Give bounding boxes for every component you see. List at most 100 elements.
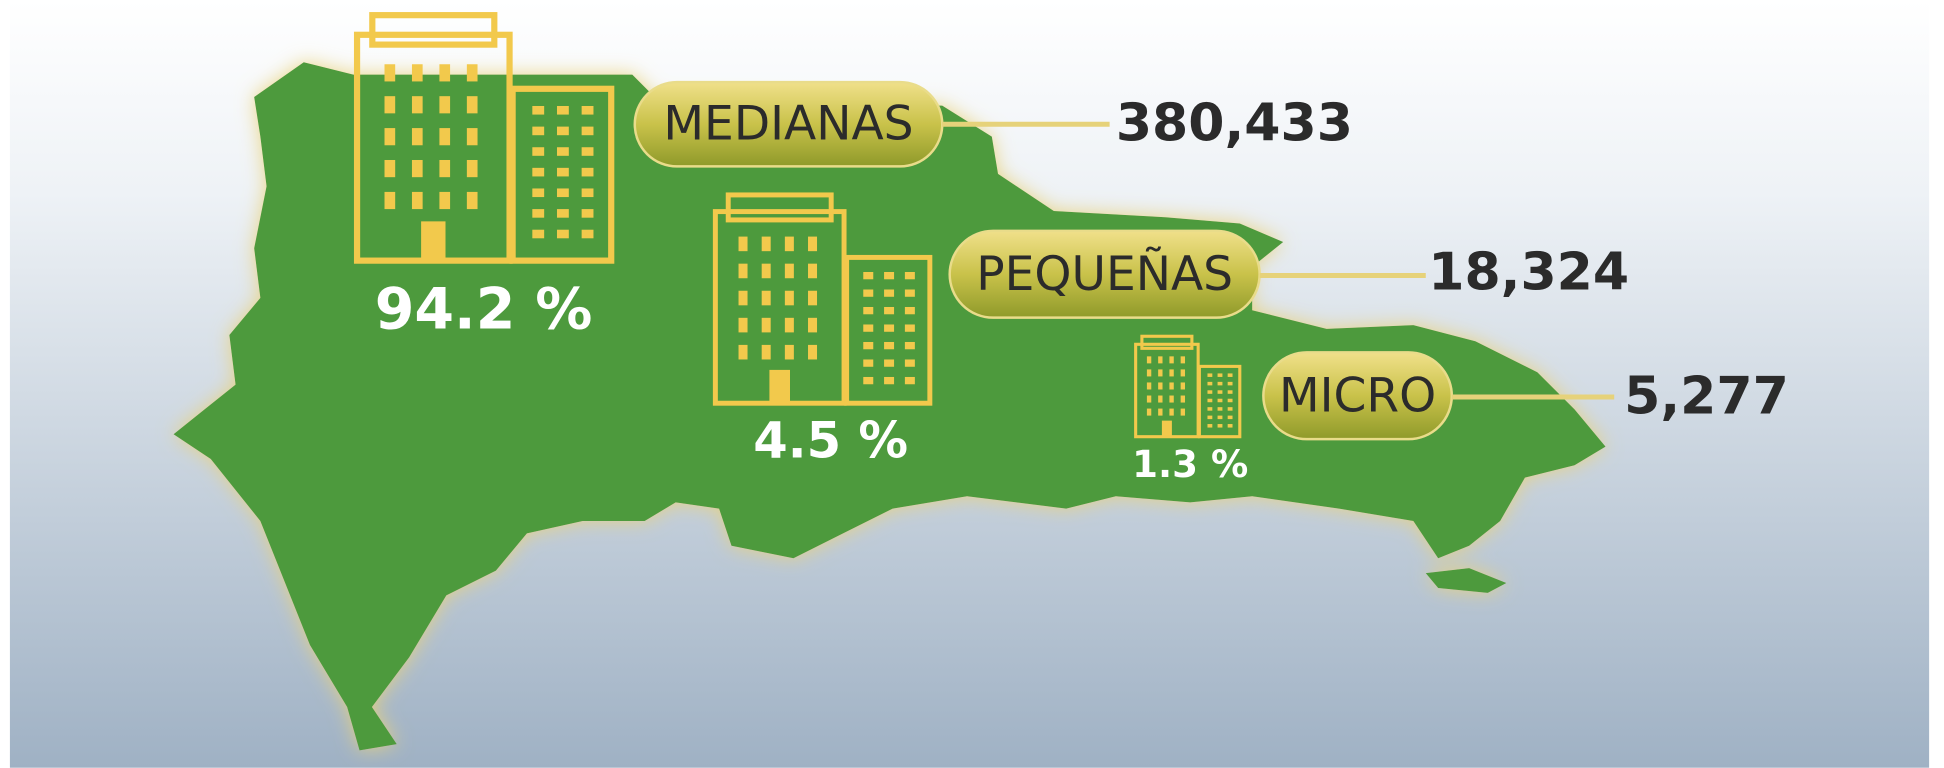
- window: [761, 236, 771, 252]
- window: [1207, 415, 1213, 420]
- window: [738, 263, 748, 279]
- window: [1227, 390, 1233, 394]
- window: [556, 126, 569, 136]
- window: [411, 191, 423, 210]
- window: [808, 236, 818, 252]
- window: [884, 341, 895, 350]
- window: [1180, 356, 1186, 364]
- window: [738, 344, 748, 360]
- window: [532, 147, 545, 156]
- window: [466, 191, 478, 210]
- map: [173, 62, 1606, 751]
- window: [1169, 395, 1174, 403]
- map-island: [1425, 568, 1507, 593]
- window: [466, 96, 478, 114]
- window: [1158, 369, 1163, 377]
- window: [884, 289, 895, 297]
- window: [761, 317, 771, 333]
- map-shape: [173, 62, 1606, 751]
- window: [738, 317, 748, 333]
- tower-top: [725, 192, 834, 223]
- window: [581, 188, 594, 198]
- tower-top: [369, 12, 498, 48]
- window: [581, 167, 594, 177]
- tower-top: [1140, 334, 1194, 350]
- value: 18,324: [1428, 243, 1629, 303]
- window: [884, 376, 895, 385]
- label: MEDIANAS: [663, 97, 913, 152]
- label: MICRO: [1279, 368, 1436, 423]
- window: [863, 306, 874, 315]
- window: [808, 317, 818, 333]
- window: [1207, 373, 1213, 377]
- window: [808, 263, 818, 279]
- window: [1146, 356, 1152, 364]
- window: [1217, 390, 1223, 394]
- window: [884, 306, 895, 315]
- window: [411, 64, 423, 82]
- window: [1217, 381, 1223, 386]
- building-icon: [1134, 334, 1242, 439]
- annex: [844, 254, 933, 406]
- window: [581, 209, 594, 218]
- window: [1146, 382, 1152, 390]
- window: [863, 289, 874, 297]
- window: [1227, 415, 1233, 420]
- window: [884, 271, 895, 280]
- window: [863, 324, 874, 332]
- window: [411, 159, 423, 178]
- window: [761, 290, 771, 306]
- window: [1180, 382, 1186, 390]
- window: [863, 359, 874, 367]
- door: [1161, 420, 1172, 437]
- window: [439, 191, 451, 210]
- window: [784, 236, 794, 252]
- window: [1158, 395, 1163, 403]
- content: MEDIANAS 380,433 94.2 % PEQUEÑAS 18,324 4.5 %…: [353, 12, 1789, 486]
- window: [1146, 408, 1152, 416]
- window: [1227, 381, 1233, 386]
- window: [581, 147, 594, 156]
- window: [1169, 356, 1174, 364]
- window: [532, 209, 545, 218]
- window: [884, 324, 895, 332]
- annex: [509, 85, 615, 264]
- door: [421, 221, 446, 261]
- window: [532, 105, 545, 115]
- building-icon: [353, 12, 615, 264]
- window: [808, 290, 818, 306]
- window: [1180, 408, 1186, 416]
- label: PEQUEÑAS: [976, 246, 1233, 302]
- window: [808, 344, 818, 360]
- window: [904, 324, 915, 332]
- window: [384, 96, 396, 114]
- window: [904, 306, 915, 315]
- window: [1227, 373, 1233, 377]
- window: [1169, 382, 1174, 390]
- window: [1217, 398, 1223, 403]
- window: [532, 126, 545, 136]
- window: [904, 359, 915, 367]
- window: [1227, 398, 1233, 403]
- window: [863, 376, 874, 385]
- window: [1207, 398, 1213, 403]
- window: [466, 159, 478, 178]
- window: [1207, 424, 1213, 428]
- door: [769, 369, 791, 404]
- window: [1227, 424, 1233, 428]
- window: [863, 341, 874, 350]
- window: [1217, 424, 1223, 428]
- window: [466, 128, 478, 146]
- window: [1146, 395, 1152, 403]
- window: [581, 229, 594, 239]
- window: [556, 188, 569, 198]
- window: [411, 128, 423, 146]
- window: [784, 263, 794, 279]
- window: [1158, 356, 1163, 364]
- window: [532, 188, 545, 198]
- window: [904, 271, 915, 280]
- building-icon: [712, 192, 933, 406]
- window: [1207, 407, 1213, 411]
- value: 380,433: [1116, 94, 1353, 154]
